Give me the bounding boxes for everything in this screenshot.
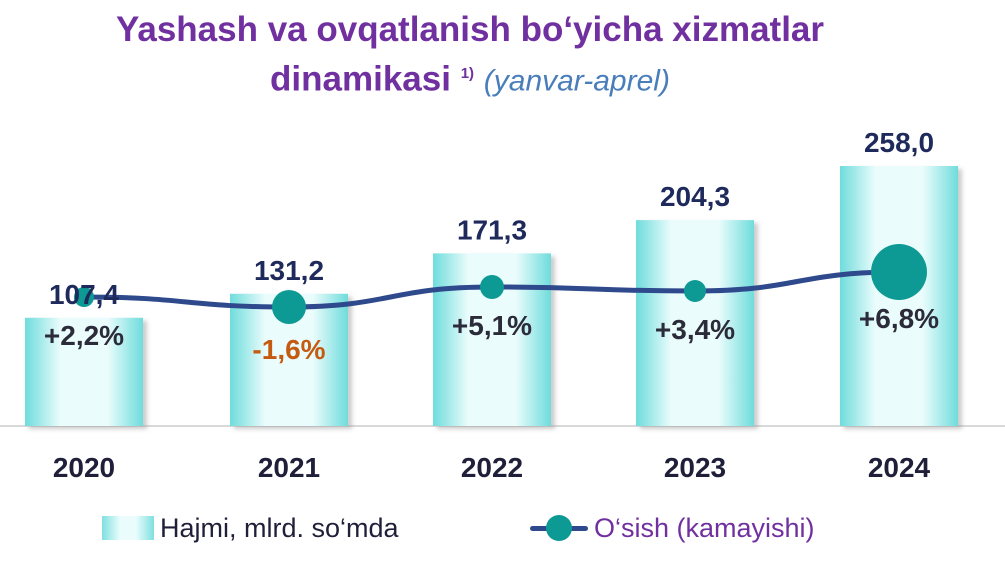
title-line1: Yashash va ovqatlanish bo‘yicha xizmatla… (115, 10, 825, 49)
legend-bars-label: Hajmi, mlrd. so‘mda (160, 512, 399, 543)
growth-marker-2024 (871, 244, 927, 300)
chart-title: Yashash va ovqatlanish bo‘yicha xizmatla… (0, 8, 940, 104)
bar-2020 (25, 317, 143, 426)
growth-label-2023: +3,4% (655, 314, 735, 345)
x-tick-label-2024: 2024 (868, 452, 931, 483)
bar-value-label-2020: 107,4 (49, 279, 119, 310)
growth-marker-2023 (684, 280, 706, 302)
title-line2-text: dinamikasi (270, 59, 451, 99)
x-tick-label-2023: 2023 (664, 452, 726, 483)
growth-marker-2022 (480, 275, 504, 299)
growth-label-2024: +6,8% (859, 303, 939, 334)
bar-value-label-2021: 131,2 (254, 255, 324, 286)
title-period: (yanvar-aprel) (483, 64, 670, 98)
bar-2023 (636, 220, 754, 426)
legend-item-line: O‘sish (kamayishi) (530, 508, 815, 548)
bar-value-label-2022: 171,3 (457, 214, 527, 245)
legend-bar-swatch (102, 516, 154, 540)
legend-line-swatch (530, 513, 588, 543)
legend-line-label: O‘sish (kamayishi) (594, 512, 815, 543)
title-line2: dinamikasi 1) (yanvar-aprel) (0, 52, 940, 104)
x-tick-label-2021: 2021 (258, 452, 320, 483)
title-footnote: 1) (460, 65, 475, 82)
growth-label-2020: +2,2% (44, 320, 124, 351)
x-tick-label-2022: 2022 (461, 452, 523, 483)
legend-item-bars: Hajmi, mlrd. so‘mda (102, 508, 399, 548)
growth-label-2021: -1,6% (252, 334, 325, 365)
growth-label-2022: +5,1% (452, 310, 532, 341)
chart-area: 107,4 2020 131,2 2021 171,3 2022 204,3 2023 258,… (0, 127, 1005, 483)
bar-value-label-2024: 258,0 (864, 127, 934, 158)
growth-marker-2021 (272, 290, 306, 324)
growth-marker-2020 (74, 287, 94, 307)
x-tick-label-2020: 2020 (53, 452, 115, 483)
bar-value-label-2023: 204,3 (660, 181, 730, 212)
